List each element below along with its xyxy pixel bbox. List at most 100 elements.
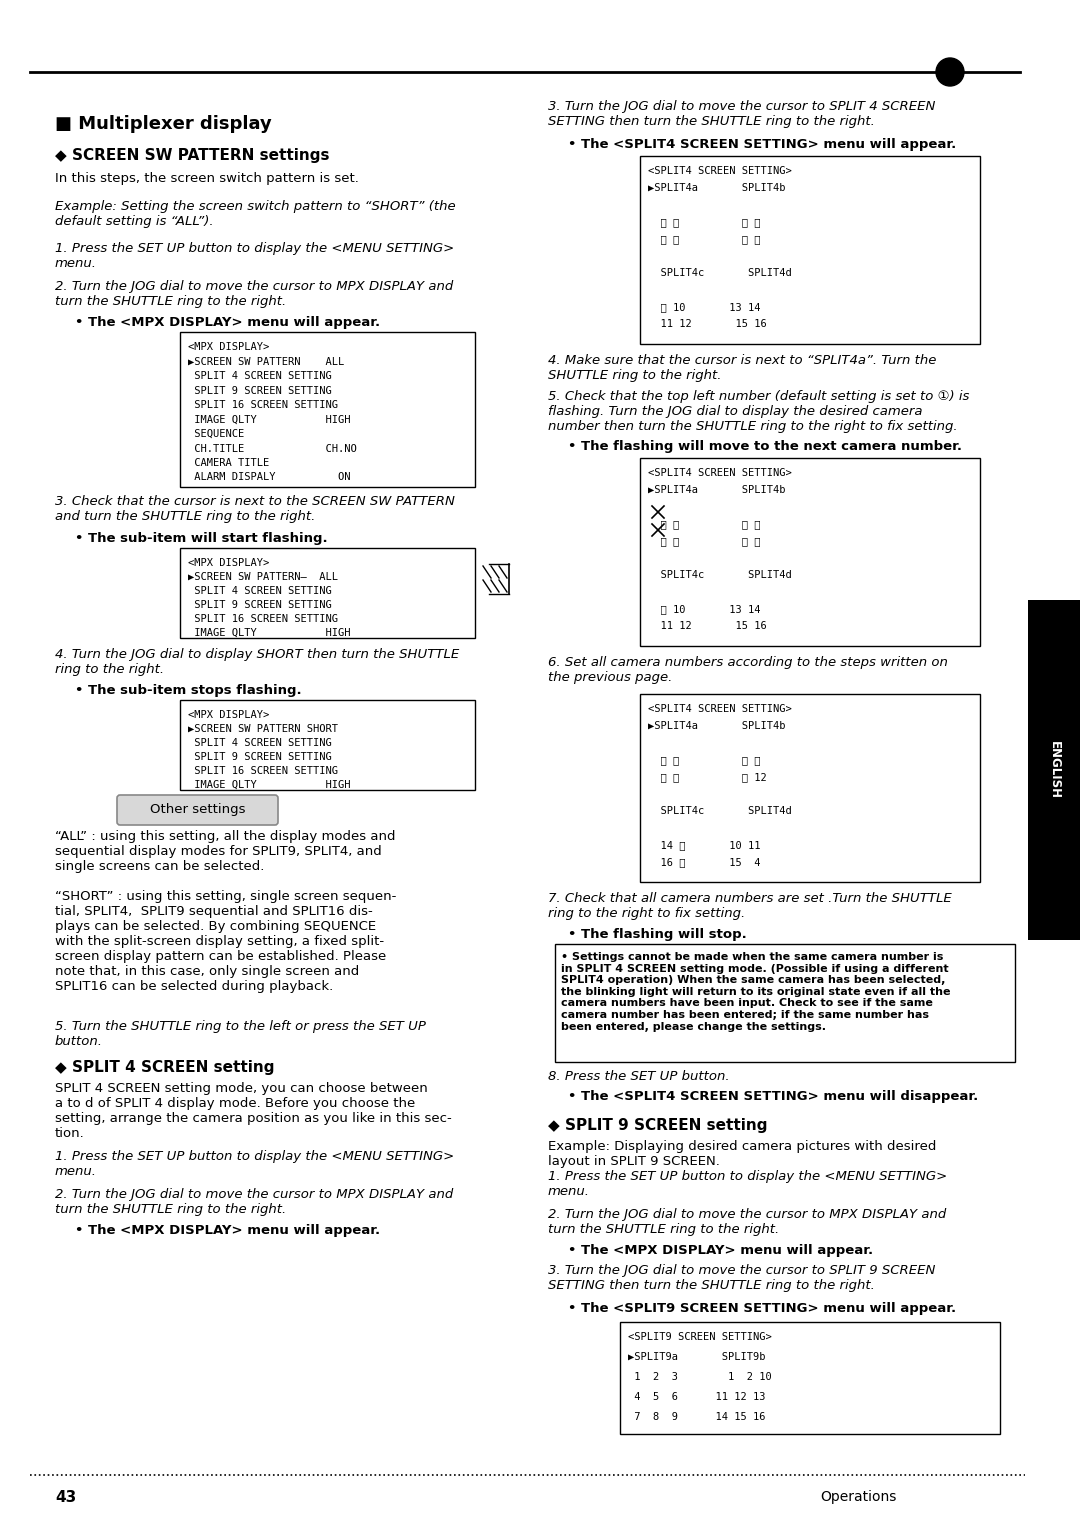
Text: • The <MPX DISPLAY> menu will appear.: • The <MPX DISPLAY> menu will appear. [75, 316, 380, 329]
Text: ▶SCREEN SW PATTERN    ALL: ▶SCREEN SW PATTERN ALL [188, 356, 345, 367]
Text: IMAGE QLTY           HIGH: IMAGE QLTY HIGH [188, 779, 351, 790]
Text: ⑨ ⑧          ⑦ 12: ⑨ ⑧ ⑦ 12 [648, 772, 767, 782]
Text: 1. Press the SET UP button to display the <MENU SETTING>
menu.: 1. Press the SET UP button to display th… [55, 241, 455, 270]
Text: CAMERA TITLE: CAMERA TITLE [188, 458, 269, 468]
Text: <SPLIT4 SCREEN SETTING>: <SPLIT4 SCREEN SETTING> [648, 167, 792, 176]
Text: 4  5  6      11 12 13: 4 5 6 11 12 13 [627, 1392, 766, 1403]
Text: ▶SPLIT4a       SPLIT4b: ▶SPLIT4a SPLIT4b [648, 183, 785, 193]
Text: SPLIT 9 SCREEN SETTING: SPLIT 9 SCREEN SETTING [188, 752, 332, 762]
Text: 5. Check that the top left number (default setting is set to ①) is
flashing. Tur: 5. Check that the top left number (defau… [548, 390, 970, 432]
Text: <MPX DISPLAY>: <MPX DISPLAY> [188, 342, 269, 351]
Text: SPLIT 16 SCREEN SETTING: SPLIT 16 SCREEN SETTING [188, 400, 338, 410]
Text: “SHORT” : using this setting, single screen sequen-
tial, SPLIT4,  SPLIT9 sequen: “SHORT” : using this setting, single scr… [55, 889, 396, 993]
Text: ■ Multiplexer display: ■ Multiplexer display [55, 115, 272, 133]
Text: 4. Make sure that the cursor is next to “SPLIT4a”. Turn the
SHUTTLE ring to the : 4. Make sure that the cursor is next to … [548, 354, 936, 382]
Text: <MPX DISPLAY>: <MPX DISPLAY> [188, 711, 269, 720]
Text: 11 12       15 16: 11 12 15 16 [648, 620, 767, 631]
Text: 3. Check that the cursor is next to the SCREEN SW PATTERN
and turn the SHUTTLE r: 3. Check that the cursor is next to the … [55, 495, 455, 523]
Text: “ALL” : using this setting, all the display modes and
sequential display modes f: “ALL” : using this setting, all the disp… [55, 830, 395, 872]
Text: <SPLIT4 SCREEN SETTING>: <SPLIT4 SCREEN SETTING> [648, 468, 792, 478]
Text: • The <MPX DISPLAY> menu will appear.: • The <MPX DISPLAY> menu will appear. [568, 1244, 873, 1258]
Text: ▶SCREEN SW PATTERN SHORT: ▶SCREEN SW PATTERN SHORT [188, 724, 338, 733]
Text: Example: Displaying desired camera pictures with desired
layout in SPLIT 9 SCREE: Example: Displaying desired camera pictu… [548, 1140, 936, 1167]
Text: 1  2  3        1  2 10: 1 2 3 1 2 10 [627, 1372, 772, 1381]
Text: ◆ SCREEN SW PATTERN settings: ◆ SCREEN SW PATTERN settings [55, 148, 329, 163]
Text: ③ ④          ⑦ ⑧: ③ ④ ⑦ ⑧ [648, 234, 760, 244]
Text: 6. Set all camera numbers according to the steps written on
the previous page.: 6. Set all camera numbers according to t… [548, 656, 948, 685]
Text: 5. Turn the SHUTTLE ring to the left or press the SET UP
button.: 5. Turn the SHUTTLE ring to the left or … [55, 1021, 426, 1048]
Text: ① ②          ⑤ ⑥: ① ② ⑤ ⑥ [648, 520, 760, 529]
Bar [180, 549, 475, 639]
Text: • The <MPX DISPLAY> menu will appear.: • The <MPX DISPLAY> menu will appear. [75, 1224, 380, 1238]
Text: IMAGE QLTY           HIGH: IMAGE QLTY HIGH [188, 414, 351, 425]
Text: ▶SCREEN SW PATTERN—  ALL: ▶SCREEN SW PATTERN— ALL [188, 571, 338, 582]
FancyBboxPatch shape [117, 795, 278, 825]
Text: Other settings: Other settings [150, 804, 245, 816]
Bar [640, 694, 980, 882]
Circle shape [936, 58, 964, 86]
Bar [180, 700, 475, 790]
Text: 14 ③       10 11: 14 ③ 10 11 [648, 840, 760, 850]
Text: SPLIT 4 SCREEN SETTING: SPLIT 4 SCREEN SETTING [188, 587, 332, 596]
Text: ② ⑤          ① ⑥: ② ⑤ ① ⑥ [648, 755, 760, 766]
Text: CH.TITLE             CH.NO: CH.TITLE CH.NO [188, 443, 356, 454]
Text: 2. Turn the JOG dial to move the cursor to MPX DISPLAY and
turn the SHUTTLE ring: 2. Turn the JOG dial to move the cursor … [55, 280, 454, 309]
Text: ③ ④          ⑦ ⑧: ③ ④ ⑦ ⑧ [648, 536, 760, 545]
Text: • Settings cannot be made when the same camera number is
in SPLIT 4 SCREEN setti: • Settings cannot be made when the same … [561, 952, 950, 1031]
Text: <SPLIT4 SCREEN SETTING>: <SPLIT4 SCREEN SETTING> [648, 704, 792, 714]
Text: • The flashing will move to the next camera number.: • The flashing will move to the next cam… [568, 440, 962, 452]
Text: Example: Setting the screen switch pattern to “SHORT” (the
default setting is “A: Example: Setting the screen switch patte… [55, 200, 456, 228]
Text: 4. Turn the JOG dial to display SHORT then turn the SHUTTLE
ring to the right.: 4. Turn the JOG dial to display SHORT th… [55, 648, 459, 675]
Text: SPLIT 16 SCREEN SETTING: SPLIT 16 SCREEN SETTING [188, 766, 338, 776]
Text: ◆ SPLIT 4 SCREEN setting: ◆ SPLIT 4 SCREEN setting [55, 1060, 274, 1076]
Text: ⑨ 10       13 14: ⑨ 10 13 14 [648, 604, 760, 614]
Text: Operations: Operations [820, 1490, 896, 1504]
Text: ▶SPLIT4a       SPLIT4b: ▶SPLIT4a SPLIT4b [648, 484, 785, 495]
Text: 43: 43 [55, 1490, 77, 1505]
Bar [555, 944, 1015, 1062]
Text: ENGLISH: ENGLISH [1048, 741, 1061, 799]
Text: ALARM DISPALY          ON: ALARM DISPALY ON [188, 472, 351, 483]
Text: SPLIT 9 SCREEN SETTING: SPLIT 9 SCREEN SETTING [188, 601, 332, 610]
Text: 16 ④       15  4: 16 ④ 15 4 [648, 857, 760, 866]
Text: ▶SPLIT9a       SPLIT9b: ▶SPLIT9a SPLIT9b [627, 1352, 766, 1361]
Text: <SPLIT9 SCREEN SETTING>: <SPLIT9 SCREEN SETTING> [627, 1332, 772, 1342]
Text: 3. Turn the JOG dial to move the cursor to SPLIT 4 SCREEN
SETTING then turn the : 3. Turn the JOG dial to move the cursor … [548, 99, 935, 128]
Text: • The <SPLIT4 SCREEN SETTING> menu will disappear.: • The <SPLIT4 SCREEN SETTING> menu will … [568, 1089, 978, 1103]
Text: ◆ SPLIT 9 SCREEN setting: ◆ SPLIT 9 SCREEN setting [548, 1118, 768, 1132]
Text: SPLIT 4 SCREEN SETTING: SPLIT 4 SCREEN SETTING [188, 371, 332, 380]
Text: SPLIT4c       SPLIT4d: SPLIT4c SPLIT4d [648, 267, 792, 278]
Text: In this steps, the screen switch pattern is set.: In this steps, the screen switch pattern… [55, 173, 359, 185]
Text: SPLIT 4 SCREEN SETTING: SPLIT 4 SCREEN SETTING [188, 738, 332, 749]
Bar [180, 332, 475, 487]
Text: • The <SPLIT4 SCREEN SETTING> menu will appear.: • The <SPLIT4 SCREEN SETTING> menu will … [568, 138, 956, 151]
Text: SPLIT 16 SCREEN SETTING: SPLIT 16 SCREEN SETTING [188, 614, 338, 623]
Text: ⑨ 10       13 14: ⑨ 10 13 14 [648, 303, 760, 312]
Text: ▶SPLIT4a       SPLIT4b: ▶SPLIT4a SPLIT4b [648, 721, 785, 730]
Text: 2. Turn the JOG dial to move the cursor to MPX DISPLAY and
turn the SHUTTLE ring: 2. Turn the JOG dial to move the cursor … [548, 1209, 946, 1236]
Text: • The sub-item stops flashing.: • The sub-item stops flashing. [75, 685, 301, 697]
Text: ① ②          ⑤ ⑥: ① ② ⑤ ⑥ [648, 217, 760, 228]
Bar [640, 156, 980, 344]
Text: SPLIT 4 SCREEN setting mode, you can choose between
a to d of SPLIT 4 display mo: SPLIT 4 SCREEN setting mode, you can cho… [55, 1082, 451, 1140]
Bar [620, 1322, 1000, 1433]
Text: • The <SPLIT9 SCREEN SETTING> menu will appear.: • The <SPLIT9 SCREEN SETTING> menu will … [568, 1302, 956, 1316]
Text: <MPX DISPLAY>: <MPX DISPLAY> [188, 558, 269, 568]
Text: SEQUENCE: SEQUENCE [188, 429, 244, 439]
Text: IMAGE QLTY           HIGH: IMAGE QLTY HIGH [188, 628, 351, 639]
Text: 11 12       15 16: 11 12 15 16 [648, 319, 767, 329]
Text: 1. Press the SET UP button to display the <MENU SETTING>
menu.: 1. Press the SET UP button to display th… [548, 1170, 947, 1198]
Text: • The flashing will stop.: • The flashing will stop. [568, 927, 746, 941]
Text: SPLIT4c       SPLIT4d: SPLIT4c SPLIT4d [648, 570, 792, 581]
Text: SPLIT4c       SPLIT4d: SPLIT4c SPLIT4d [648, 805, 792, 816]
Text: 2. Turn the JOG dial to move the cursor to MPX DISPLAY and
turn the SHUTTLE ring: 2. Turn the JOG dial to move the cursor … [55, 1187, 454, 1216]
Text: 8. Press the SET UP button.: 8. Press the SET UP button. [548, 1070, 730, 1083]
Text: SPLIT 9 SCREEN SETTING: SPLIT 9 SCREEN SETTING [188, 385, 332, 396]
Text: 3. Turn the JOG dial to move the cursor to SPLIT 9 SCREEN
SETTING then turn the : 3. Turn the JOG dial to move the cursor … [548, 1264, 935, 1293]
Bar [640, 458, 980, 646]
Text: 7  8  9      14 15 16: 7 8 9 14 15 16 [627, 1412, 766, 1423]
Bar [1028, 601, 1080, 940]
Text: • The sub-item will start flashing.: • The sub-item will start flashing. [75, 532, 327, 545]
Text: 7. Check that all camera numbers are set .Turn the SHUTTLE
ring to the right to : 7. Check that all camera numbers are set… [548, 892, 951, 920]
Text: 1. Press the SET UP button to display the <MENU SETTING>
menu.: 1. Press the SET UP button to display th… [55, 1151, 455, 1178]
